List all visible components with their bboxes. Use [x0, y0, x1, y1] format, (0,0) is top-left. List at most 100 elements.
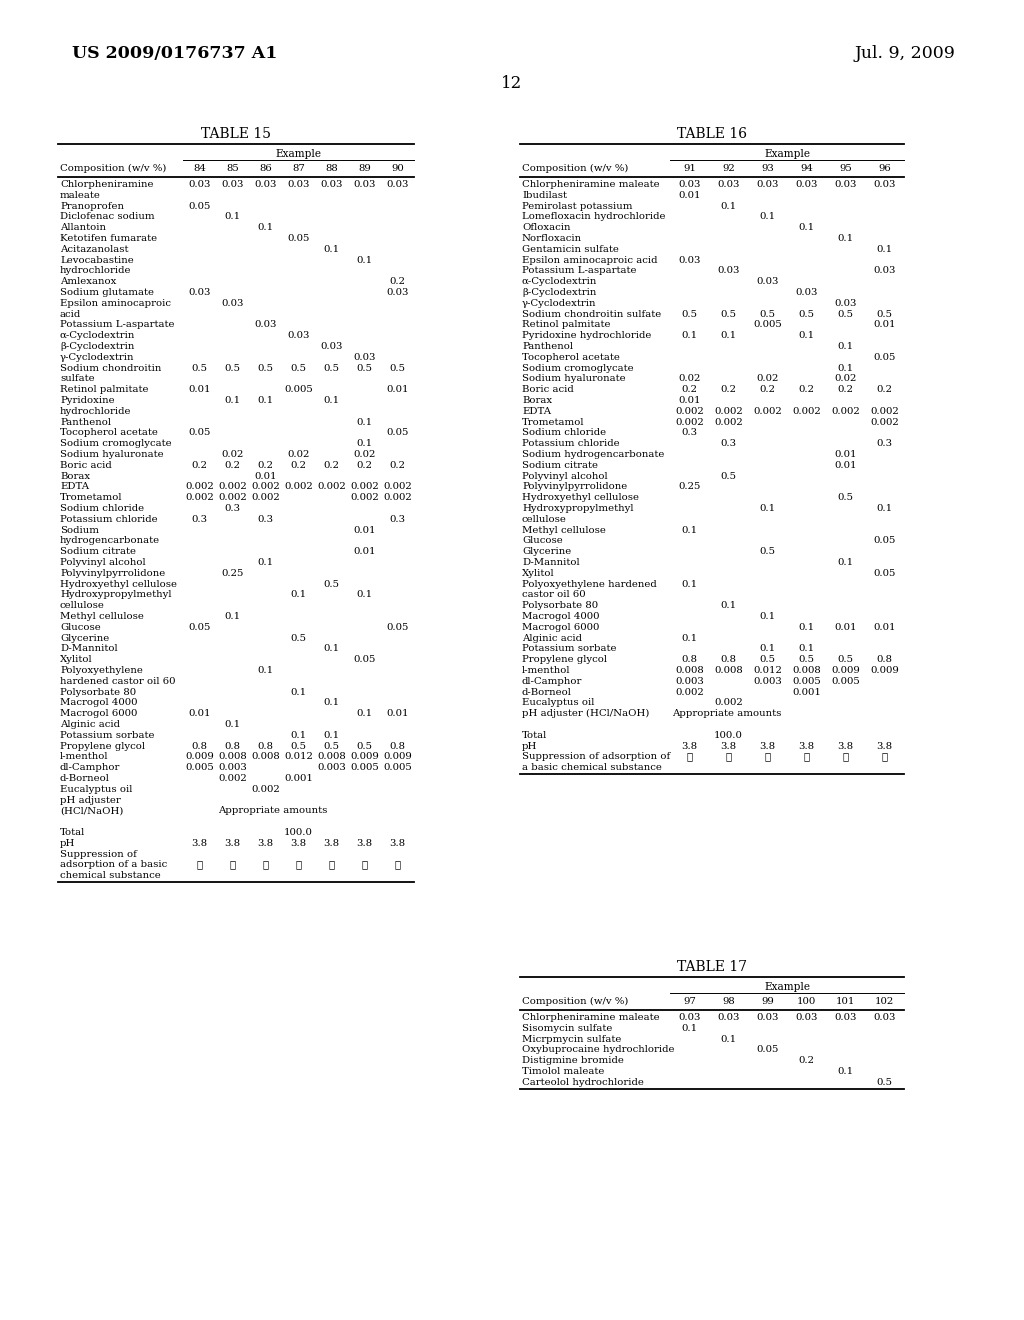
Text: 0.8: 0.8: [877, 655, 893, 664]
Text: 0.5: 0.5: [799, 655, 814, 664]
Text: Pyridoxine hydrochloride: Pyridoxine hydrochloride: [522, 331, 651, 341]
Text: ☉: ☉: [686, 752, 692, 762]
Text: 0.05: 0.05: [188, 202, 211, 211]
Text: Sisomycin sulfate: Sisomycin sulfate: [522, 1024, 612, 1032]
Text: 0.002: 0.002: [714, 407, 742, 416]
Text: Sodium chloride: Sodium chloride: [522, 429, 606, 437]
Text: 0.002: 0.002: [383, 482, 412, 491]
Text: 0.03: 0.03: [873, 180, 896, 189]
Text: 0.03: 0.03: [386, 288, 409, 297]
Text: 3.8: 3.8: [191, 838, 208, 847]
Text: 0.5: 0.5: [291, 742, 306, 751]
Text: 3.8: 3.8: [681, 742, 697, 751]
Text: US 2009/0176737 A1: US 2009/0176737 A1: [72, 45, 278, 62]
Text: 0.002: 0.002: [350, 482, 379, 491]
Text: Sodium cromoglycate: Sodium cromoglycate: [522, 363, 634, 372]
Text: Micrpmycin sulfate: Micrpmycin sulfate: [522, 1035, 622, 1044]
Text: 0.03: 0.03: [353, 180, 376, 189]
Text: Total: Total: [522, 731, 547, 739]
Text: 0.1: 0.1: [838, 342, 854, 351]
Text: Chlorpheniramine maleate: Chlorpheniramine maleate: [522, 1012, 659, 1022]
Text: 0.5: 0.5: [324, 742, 340, 751]
Text: 0.1: 0.1: [877, 244, 893, 253]
Text: Macrogol 6000: Macrogol 6000: [60, 709, 137, 718]
Text: 3.8: 3.8: [224, 838, 241, 847]
Text: 0.1: 0.1: [291, 731, 306, 739]
Text: 3.8: 3.8: [799, 742, 814, 751]
Text: 0.03: 0.03: [835, 1012, 857, 1022]
Text: 87: 87: [292, 164, 305, 173]
Text: 0.05: 0.05: [873, 569, 896, 578]
Text: 0.003: 0.003: [218, 763, 247, 772]
Text: 0.01: 0.01: [386, 385, 409, 395]
Text: pH adjuster (HCl/NaOH): pH adjuster (HCl/NaOH): [522, 709, 649, 718]
Text: 0.012: 0.012: [753, 667, 782, 675]
Text: Epsilon aminocaproic: Epsilon aminocaproic: [60, 298, 171, 308]
Text: 0.002: 0.002: [714, 698, 742, 708]
Text: Glycerine: Glycerine: [60, 634, 110, 643]
Text: Example: Example: [764, 982, 810, 993]
Text: 0.001: 0.001: [792, 688, 821, 697]
Text: 0.8: 0.8: [224, 742, 241, 751]
Text: 0.1: 0.1: [291, 688, 306, 697]
Text: 98: 98: [722, 997, 735, 1006]
Text: 0.5: 0.5: [721, 310, 736, 318]
Text: pH adjuster: pH adjuster: [60, 796, 121, 805]
Text: Potassium L-aspartate: Potassium L-aspartate: [522, 267, 637, 276]
Text: 0.008: 0.008: [793, 667, 821, 675]
Text: 0.008: 0.008: [317, 752, 346, 762]
Text: D-Mannitol: D-Mannitol: [60, 644, 118, 653]
Text: 0.1: 0.1: [799, 331, 814, 341]
Text: 0.2: 0.2: [682, 385, 697, 395]
Text: acid: acid: [60, 310, 81, 318]
Text: 0.3: 0.3: [224, 504, 241, 513]
Text: 3.8: 3.8: [838, 742, 854, 751]
Text: 0.03: 0.03: [873, 267, 896, 276]
Text: 0.003: 0.003: [753, 677, 782, 686]
Text: 88: 88: [326, 164, 338, 173]
Text: Hydroxyethyl cellulose: Hydroxyethyl cellulose: [522, 494, 639, 502]
Text: 0.2: 0.2: [721, 385, 736, 395]
Text: 0.1: 0.1: [681, 634, 697, 643]
Text: 0.008: 0.008: [714, 667, 742, 675]
Text: EDTA: EDTA: [522, 407, 551, 416]
Text: Amlexanox: Amlexanox: [60, 277, 117, 286]
Text: 0.5: 0.5: [191, 363, 208, 372]
Text: 0.5: 0.5: [877, 310, 893, 318]
Text: Acitazanolast: Acitazanolast: [60, 244, 128, 253]
Text: ☉: ☉: [262, 861, 268, 870]
Text: Polyvinylpyrrolidone: Polyvinylpyrrolidone: [60, 569, 165, 578]
Text: Hydroxypropylmethyl: Hydroxypropylmethyl: [60, 590, 171, 599]
Text: Sodium hydrogencarbonate: Sodium hydrogencarbonate: [522, 450, 665, 459]
Text: Polysorbate 80: Polysorbate 80: [522, 601, 598, 610]
Text: 0.2: 0.2: [838, 385, 853, 395]
Text: Panthenol: Panthenol: [522, 342, 573, 351]
Text: 0.5: 0.5: [356, 742, 373, 751]
Text: 0.03: 0.03: [717, 1012, 739, 1022]
Text: Pranoprofen: Pranoprofen: [60, 202, 124, 211]
Text: Xylitol: Xylitol: [60, 655, 92, 664]
Text: EDTA: EDTA: [60, 482, 89, 491]
Text: 0.2: 0.2: [799, 385, 814, 395]
Text: 0.1: 0.1: [681, 525, 697, 535]
Text: Xylitol: Xylitol: [522, 569, 555, 578]
Text: 86: 86: [259, 164, 272, 173]
Text: ☉: ☉: [804, 752, 810, 762]
Text: 0.05: 0.05: [873, 536, 896, 545]
Text: pH: pH: [60, 838, 76, 847]
Text: 0.05: 0.05: [353, 655, 376, 664]
Text: 0.8: 0.8: [191, 742, 208, 751]
Text: 0.03: 0.03: [835, 298, 857, 308]
Text: Norfloxacin: Norfloxacin: [522, 234, 582, 243]
Text: 89: 89: [358, 164, 371, 173]
Text: 0.02: 0.02: [678, 375, 700, 383]
Text: 0.01: 0.01: [835, 450, 857, 459]
Text: Ketotifen fumarate: Ketotifen fumarate: [60, 234, 157, 243]
Text: Chlorpheniramine: Chlorpheniramine: [60, 180, 154, 189]
Text: 0.1: 0.1: [356, 709, 373, 718]
Text: β-Cyclodextrin: β-Cyclodextrin: [60, 342, 134, 351]
Text: 0.002: 0.002: [317, 482, 346, 491]
Text: 3.8: 3.8: [291, 838, 306, 847]
Text: Eucalyptus oil: Eucalyptus oil: [60, 785, 132, 793]
Text: 0.5: 0.5: [291, 634, 306, 643]
